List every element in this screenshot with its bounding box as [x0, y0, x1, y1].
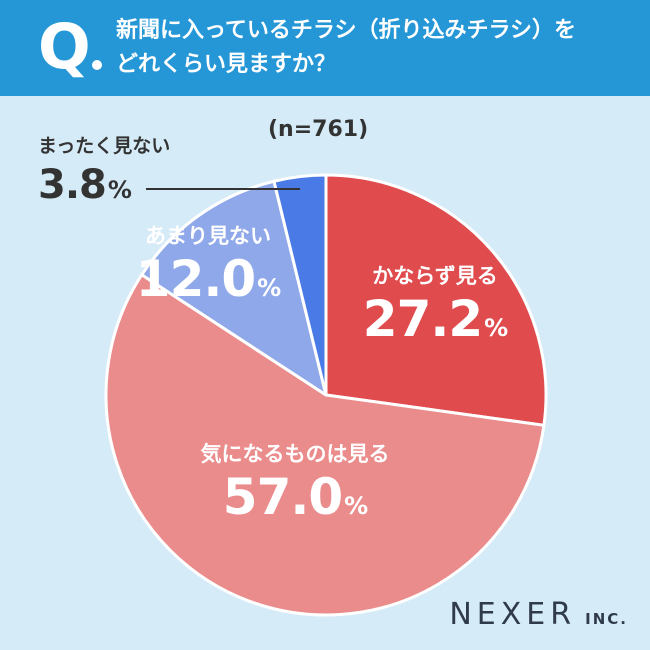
- sample-size-label: (n=761): [268, 117, 369, 142]
- pie-slice-always: [324, 173, 548, 427]
- question-text: 新聞に入っているチラシ（折り込みチラシ）を どれくらい見ますか？: [116, 14, 636, 82]
- logo-sub: INC.: [585, 610, 628, 628]
- slice-value-number-always: 27.2: [362, 290, 483, 348]
- slice-unit-always: %: [484, 314, 508, 342]
- slice-name-sometimes: 気になるものは見る: [200, 442, 390, 466]
- slice-value-number-rarely: 12.0: [135, 250, 256, 308]
- question-line-1: 新聞に入っているチラシ（折り込みチラシ）を: [116, 18, 577, 43]
- slice-label-rarely: あまり見ない 12.0%: [118, 222, 298, 317]
- q-mark-dot: [92, 60, 102, 70]
- slice-name-always: かならず見る: [372, 264, 498, 288]
- pie-slice-sometimes: [104, 273, 546, 617]
- slice-value-sometimes: 57.0%: [160, 468, 430, 535]
- logo-main: NEXER: [449, 597, 577, 632]
- nexer-logo: NEXER INC.: [449, 597, 628, 632]
- slice-label-always: かならず見る 27.2%: [335, 262, 535, 357]
- slice-unit-rarely: %: [257, 274, 281, 302]
- slice-value-number-sometimes: 57.0: [222, 468, 343, 526]
- pie-slice-rarely: [140, 179, 328, 397]
- question-line-2: どれくらい見ますか？: [116, 52, 337, 77]
- slice-value-number-never: 3.8: [38, 162, 107, 208]
- slice-label-never: まったく見ない 3.8%: [38, 132, 188, 215]
- slice-unit-never: %: [107, 176, 132, 204]
- slice-value-rarely: 12.0%: [118, 250, 298, 317]
- slice-unit-sometimes: %: [344, 492, 368, 520]
- question-header: Q 新聞に入っているチラシ（折り込みチラシ）を どれくらい見ますか？: [0, 0, 650, 96]
- slice-value-always: 27.2%: [335, 290, 535, 357]
- q-mark: Q: [38, 10, 91, 83]
- slice-value-never: 3.8%: [38, 160, 188, 215]
- pie-slice-never: [272, 173, 328, 397]
- slice-label-sometimes: 気になるものは見る 57.0%: [160, 440, 430, 535]
- slice-name-rarely: あまり見ない: [145, 224, 271, 248]
- slice-name-never: まったく見ない: [38, 135, 171, 157]
